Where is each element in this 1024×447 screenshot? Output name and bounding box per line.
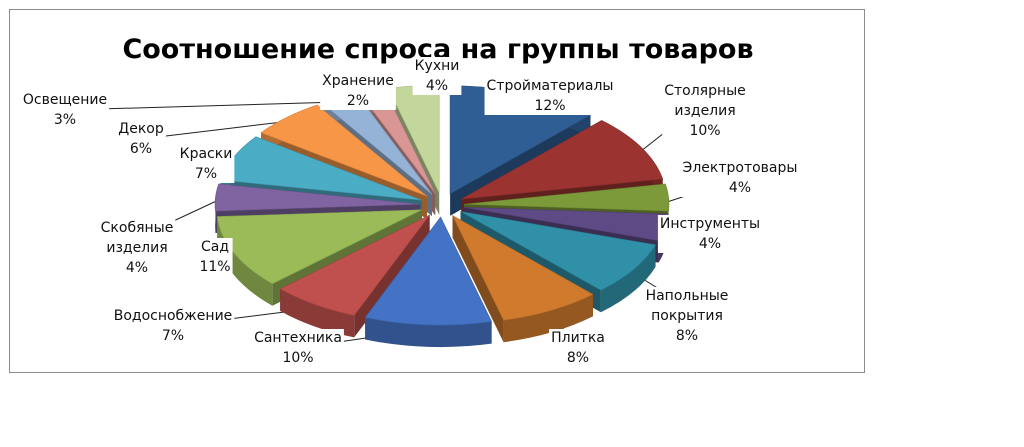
slice-side [503, 294, 593, 343]
slice-value: 10% [689, 123, 720, 139]
pie-slice-7 [364, 216, 493, 348]
slice-side [217, 216, 273, 306]
label-background [98, 219, 176, 277]
slice-top [364, 216, 493, 326]
label-background [111, 307, 235, 345]
label-background [662, 82, 748, 140]
slice-label: Сад 11% [199, 239, 230, 275]
chart-frame: Соотношение спроса на группы товаров Стр… [9, 9, 865, 373]
slice-wall [452, 215, 504, 343]
leader-line [64, 101, 339, 111]
slice-top [279, 214, 430, 316]
label-background [680, 159, 800, 197]
slice-label: Хранение 2% [322, 73, 394, 109]
slice-label: Скобяные изделия 4% [101, 220, 174, 276]
slice-value: 12% [534, 98, 565, 114]
slice-label: Инструменты 4% [660, 216, 760, 252]
slice-value: 10% [282, 350, 313, 366]
slice-value: 8% [567, 350, 589, 366]
slice-value: 6% [130, 141, 152, 157]
slice-top [214, 183, 421, 212]
slice-value: 4% [699, 236, 721, 252]
label-background [116, 120, 166, 158]
slice-label: Сантехника 10% [254, 330, 342, 366]
pie-slice-6 [451, 214, 594, 343]
label-background [177, 145, 235, 183]
slice-value: 4% [729, 180, 751, 196]
slice-top [216, 209, 422, 285]
slice-label: Напольные покрытия 8% [646, 288, 729, 344]
slice-top [460, 211, 657, 291]
label-background [412, 57, 462, 95]
slice-value: 7% [162, 328, 184, 344]
label-background [484, 77, 616, 115]
slice-label: Декор 6% [118, 121, 164, 157]
slice-value: 11% [199, 259, 230, 275]
slice-top [461, 120, 664, 200]
slice-label: Краски 7% [180, 146, 233, 182]
labels-group: Стройматериалы 12% Столярные изделия 10% Элек… [20, 57, 800, 367]
slice-label: Электротовары 4% [683, 160, 798, 196]
label-background [320, 72, 396, 110]
label-background [252, 329, 344, 367]
slice-top [451, 214, 594, 321]
slice-value: 4% [126, 260, 148, 276]
slice-label: Стройматериалы 12% [487, 78, 614, 114]
label-background [643, 287, 731, 345]
slice-value: 2% [347, 93, 369, 109]
slice-label: Столярные изделия 10% [664, 83, 746, 139]
slice-label: Плитка 8% [551, 330, 605, 366]
slice-top [260, 104, 428, 197]
slice-value: 3% [54, 112, 76, 128]
label-background [20, 91, 110, 129]
slice-label: Освещение 3% [23, 92, 107, 128]
slice-label: Кухни 4% [415, 58, 460, 94]
slice-value: 8% [676, 328, 698, 344]
slice-value: 4% [426, 78, 448, 94]
label-background [549, 329, 607, 367]
label-background [197, 238, 233, 276]
slice-top [463, 183, 670, 212]
slice-label: Водоснобжение 7% [114, 308, 233, 344]
slice-side [600, 244, 656, 313]
slice-value: 7% [195, 166, 217, 182]
slices-group [214, 84, 670, 348]
slice-side [280, 288, 355, 338]
pie-chart: Соотношение спроса на группы товаров Стр… [20, 34, 800, 367]
label-background [657, 215, 763, 253]
